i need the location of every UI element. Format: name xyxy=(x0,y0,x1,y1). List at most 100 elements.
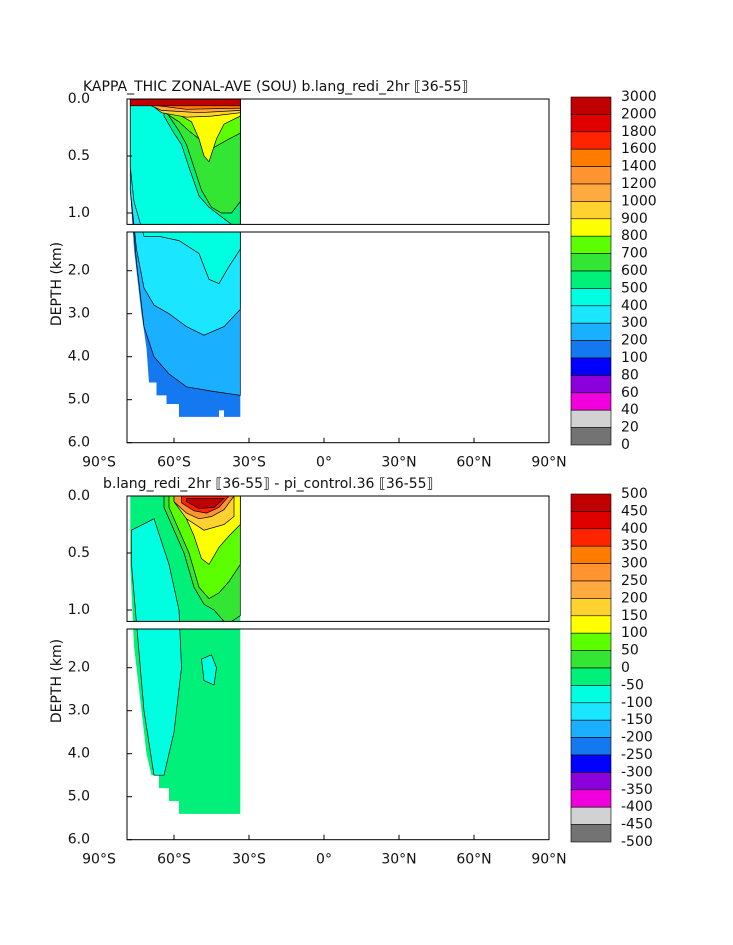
colorbar-label: 60 xyxy=(621,385,639,401)
colorbar-label: -50 xyxy=(621,677,644,693)
colorbar-label: -350 xyxy=(621,782,653,798)
contour-region xyxy=(186,497,225,509)
colorbar-label: 400 xyxy=(621,521,648,537)
colorbar-bin xyxy=(570,528,612,547)
chart-title: KAPPA_THIC ZONAL-AVE (SOU) b.lang_redi_2… xyxy=(83,79,469,95)
colorbar-bin xyxy=(570,806,612,825)
plot-frame xyxy=(126,231,550,444)
colorbar-label: 1200 xyxy=(621,176,657,192)
x-tick-label: 0° xyxy=(316,852,332,868)
y-tick-label: 3.0 xyxy=(68,703,90,719)
colorbar-label: 250 xyxy=(621,573,648,589)
colorbar-bin xyxy=(570,685,612,704)
colorbar-bin xyxy=(570,772,612,791)
x-tick-label: 90°N xyxy=(531,455,566,471)
y-tick-label: 4.0 xyxy=(68,349,90,365)
colorbar-bin xyxy=(570,427,612,446)
x-tick-label: 90°S xyxy=(82,852,116,868)
x-tick-label: 60°N xyxy=(456,852,491,868)
x-tick-label: 60°S xyxy=(157,455,191,471)
colorbar-label: 80 xyxy=(621,367,639,383)
colorbar-bin xyxy=(570,511,612,530)
colorbar-bin xyxy=(570,789,612,808)
plot-frame xyxy=(126,98,550,225)
colorbar-bin xyxy=(570,375,612,394)
colorbar-label: 1400 xyxy=(621,159,657,175)
colorbar-bin xyxy=(570,114,612,133)
colorbar-label: -300 xyxy=(621,764,653,780)
colorbar-label: 200 xyxy=(621,590,648,606)
x-tick-label: 60°S xyxy=(157,852,191,868)
colorbar-label: 700 xyxy=(621,246,648,262)
plot-frame xyxy=(126,628,550,841)
y-tick-label: 3.0 xyxy=(68,306,90,322)
y-tick-label: 6.0 xyxy=(68,435,90,451)
contour-region xyxy=(201,654,217,686)
colorbar-bin xyxy=(570,96,612,115)
colorbar-label: 300 xyxy=(621,556,648,572)
colorbar-bin xyxy=(570,392,612,411)
colorbar-label: -150 xyxy=(621,712,653,728)
colorbar-label: 500 xyxy=(621,280,648,296)
colorbar-label: 3000 xyxy=(621,89,657,105)
y-tick-label: 4.0 xyxy=(68,746,90,762)
x-tick-label: 30°N xyxy=(381,852,416,868)
colorbar-label: -400 xyxy=(621,799,653,815)
colorbar-label: -100 xyxy=(621,695,653,711)
colorbar-label: 0 xyxy=(621,660,630,676)
colorbar-bin xyxy=(570,340,612,359)
y-tick-label: 1.0 xyxy=(68,602,90,618)
y-tick-label: 5.0 xyxy=(68,789,90,805)
y-axis-label: DEPTH (km) xyxy=(49,242,65,326)
colorbar-bin xyxy=(570,754,612,773)
colorbar-bin xyxy=(570,166,612,185)
colorbar-label: -250 xyxy=(621,747,653,763)
colorbar-label: 0 xyxy=(621,437,630,453)
colorbar-bin xyxy=(570,131,612,150)
x-tick-label: 30°N xyxy=(381,455,416,471)
colorbar-bin xyxy=(570,270,612,289)
colorbar-label: 300 xyxy=(621,315,648,331)
colorbar-bin xyxy=(570,235,612,254)
contour-region xyxy=(131,518,182,776)
y-tick-label: 2.0 xyxy=(68,660,90,676)
x-tick-label: 60°N xyxy=(456,455,491,471)
y-axis-label: DEPTH (km) xyxy=(49,639,65,723)
colorbar-bin xyxy=(570,615,612,634)
colorbar-label: 350 xyxy=(621,538,648,554)
colorbar-label: 600 xyxy=(621,263,648,279)
y-tick-label: 0.0 xyxy=(68,91,90,107)
colorbar-label: 100 xyxy=(621,625,648,641)
plot-frame xyxy=(126,495,550,622)
colorbar-bin xyxy=(570,737,612,756)
colorbar-label: 450 xyxy=(621,503,648,519)
colorbar-bin xyxy=(570,702,612,721)
colorbar-label: 500 xyxy=(621,486,648,502)
colorbar-bin xyxy=(570,253,612,272)
x-tick-label: 30°S xyxy=(232,455,266,471)
colorbar-bin xyxy=(570,563,612,582)
x-tick-label: 90°S xyxy=(82,455,116,471)
colorbar-bin xyxy=(570,667,612,686)
colorbar-bin xyxy=(570,824,612,843)
x-tick-label: 30°S xyxy=(232,852,266,868)
colorbar-label: 1600 xyxy=(621,141,657,157)
colorbar-label: 900 xyxy=(621,211,648,227)
colorbar-label: 1000 xyxy=(621,193,657,209)
colorbar-bin xyxy=(570,719,612,738)
y-tick-label: 1.0 xyxy=(68,205,90,221)
colorbar-bin xyxy=(570,409,612,428)
y-tick-label: 0.5 xyxy=(68,545,90,561)
colorbar-label: 400 xyxy=(621,298,648,314)
y-tick-label: 2.0 xyxy=(68,263,90,279)
colorbar-bin xyxy=(570,305,612,324)
x-tick-label: 90°N xyxy=(531,852,566,868)
contour-region xyxy=(129,99,241,107)
colorbar-bin xyxy=(570,322,612,341)
colorbar-bin xyxy=(570,650,612,669)
colorbar-bin xyxy=(570,218,612,237)
colorbar-bin xyxy=(570,357,612,376)
colorbar-bin xyxy=(570,201,612,220)
colorbar-label: 40 xyxy=(621,402,639,418)
colorbar-bin xyxy=(570,580,612,599)
